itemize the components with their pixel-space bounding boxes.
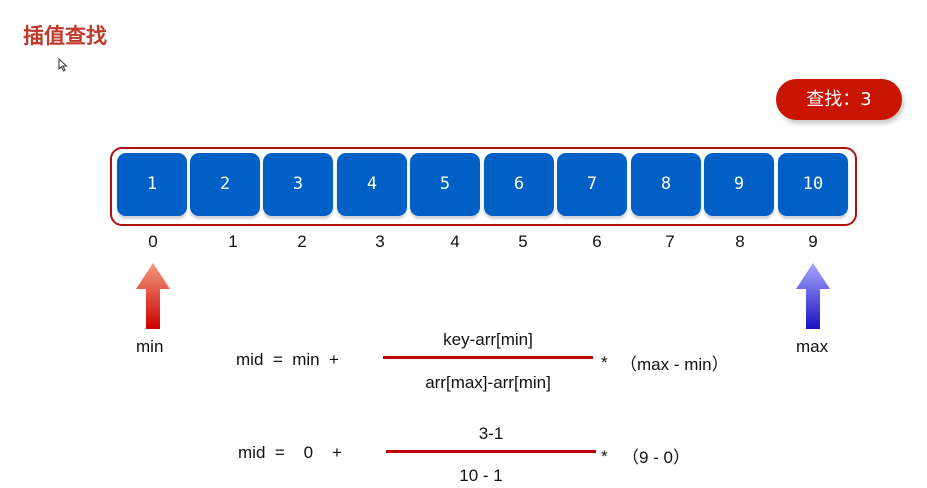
array-index-label: 8 xyxy=(735,232,745,251)
array-cell: 2 xyxy=(190,153,260,216)
formula1-tail: （max - min） xyxy=(620,355,729,374)
array-index-label: 5 xyxy=(518,232,528,251)
array-index-label: 9 xyxy=(808,232,818,251)
formula2-times: * xyxy=(601,447,608,466)
array-index-label: 6 xyxy=(592,232,602,251)
search-key-badge: 查找：3 xyxy=(776,79,902,120)
formula2-numerator: 3-1 xyxy=(478,424,504,443)
array-cell: 3 xyxy=(263,153,333,216)
formula2-tail: （9 - 0） xyxy=(622,448,691,467)
min-pointer-arrow-icon xyxy=(136,263,170,329)
array-index-label: 0 xyxy=(148,232,158,251)
array-frame xyxy=(110,147,857,226)
array-cell: 8 xyxy=(631,153,701,216)
formula2-fraction-bar xyxy=(386,450,596,453)
slide-title: 插值查找 xyxy=(23,24,107,48)
array-cell: 9 xyxy=(704,153,774,216)
array-index-label: 3 xyxy=(375,232,385,251)
array-cell: 7 xyxy=(557,153,627,216)
array-index-label: 7 xyxy=(665,232,675,251)
min-label: min xyxy=(136,337,164,356)
array-cell: 1 xyxy=(117,153,187,216)
formula2-denominator: 10 - 1 xyxy=(459,466,503,485)
array-index-label: 2 xyxy=(297,232,307,251)
formula2-lhs: mid = 0 + xyxy=(238,443,342,462)
formula1-fraction-bar xyxy=(383,356,593,359)
array-cell: 5 xyxy=(410,153,480,216)
max-pointer-arrow-icon xyxy=(796,263,830,329)
formula1-lhs: mid = min + xyxy=(236,350,339,369)
formula1-denominator: arr[max]-arr[min] xyxy=(425,373,551,392)
formula1-times: * xyxy=(601,353,608,372)
formula1-numerator: key-arr[min] xyxy=(443,330,533,349)
array-cell: 4 xyxy=(337,153,407,216)
array-index-label: 4 xyxy=(450,232,460,251)
mouse-cursor-icon xyxy=(58,58,68,72)
max-label: max xyxy=(796,337,829,356)
array-cell: 6 xyxy=(484,153,554,216)
array-cell: 10 xyxy=(778,153,848,216)
array-index-label: 1 xyxy=(228,232,238,251)
